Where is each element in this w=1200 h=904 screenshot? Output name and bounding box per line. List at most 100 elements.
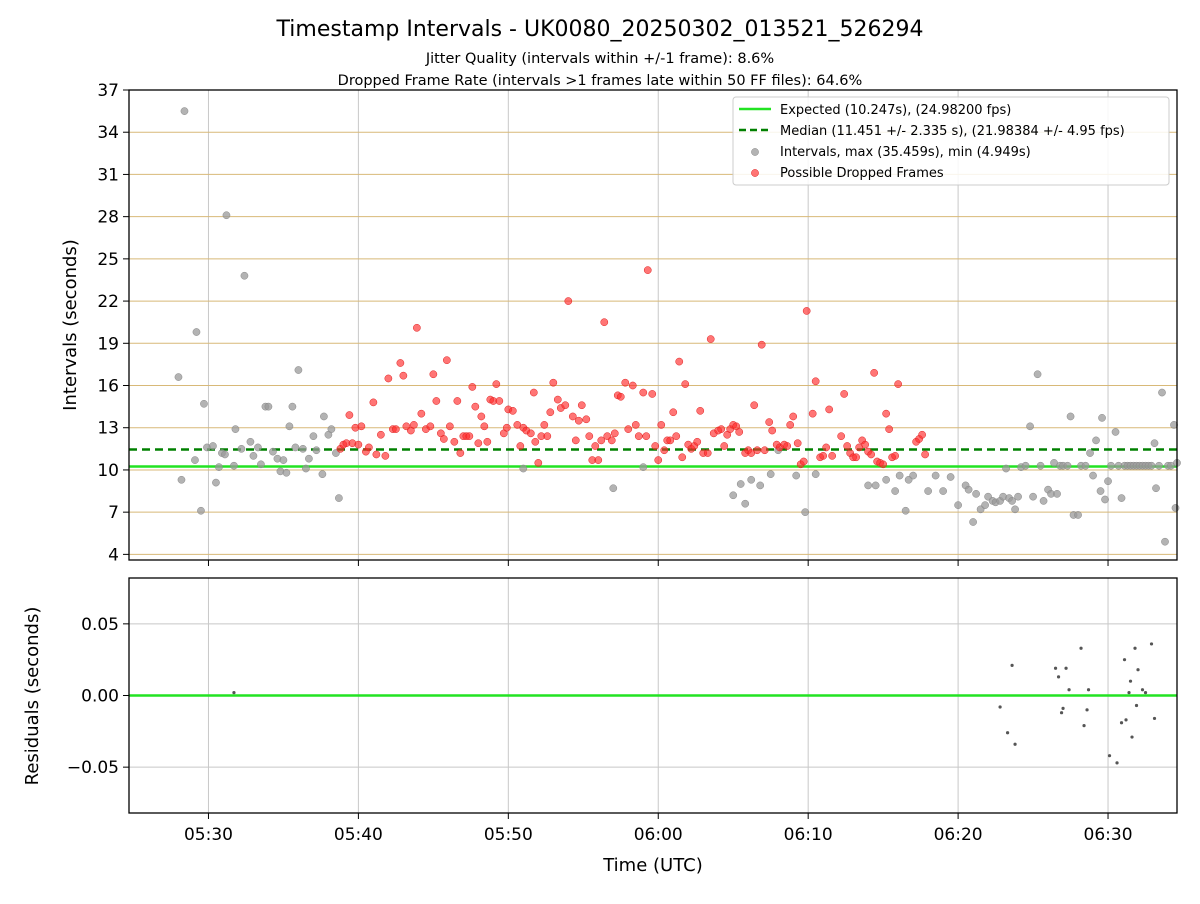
- dropped-frame-point-84: [616, 392, 625, 401]
- dropped-frame-point-61: [540, 421, 549, 429]
- dropped-frame-point-49: [502, 423, 511, 432]
- interval-point-65: [924, 487, 932, 495]
- dropped-frame-point-34: [456, 449, 465, 457]
- dropped-frame-point-96: [657, 421, 666, 429]
- dropped-frame-point-58: [531, 437, 540, 446]
- interval-point-73: [972, 490, 980, 498]
- dropped-frame-point-22: [413, 323, 421, 332]
- top-y-tick-label-4: 16: [97, 377, 119, 397]
- dropped-frame-point-142: [811, 377, 820, 386]
- interval-point-20: [254, 443, 262, 452]
- dropped-frame-point-111: [703, 449, 712, 457]
- interval-point-72: [969, 518, 977, 526]
- top-plot-frame: [128, 89, 1178, 561]
- dropped-frame-point-79: [600, 318, 609, 327]
- residual-point-10: [1067, 688, 1071, 692]
- legend-median-label: Median (11.451 +/- 2.335 s), (21.98384 +…: [780, 124, 1125, 139]
- interval-point-96: [1053, 490, 1061, 498]
- dropped-frame-point-102: [675, 357, 684, 366]
- dropped-frame-point-148: [837, 432, 846, 441]
- dropped-frame-point-59: [534, 459, 543, 467]
- interval-point-1: [177, 475, 186, 484]
- dropped-frame-point-42: [480, 422, 489, 431]
- dropped-frame-point-39: [471, 402, 480, 411]
- dropped-frame-point-67: [561, 401, 570, 410]
- dropped-frame-point-16: [392, 425, 400, 433]
- interval-point-106: [1089, 471, 1097, 480]
- x-axis-label: Time (UTC): [602, 855, 703, 876]
- interval-point-51: [756, 481, 765, 490]
- dropped-frame-point-136: [789, 412, 798, 421]
- interval-point-58: [871, 481, 880, 490]
- dropped-frame-point-76: [591, 442, 600, 450]
- interval-point-47: [729, 491, 738, 500]
- interval-point-48: [736, 480, 745, 488]
- dropped-frame-point-92: [643, 266, 652, 274]
- residual-point-29: [1152, 716, 1157, 721]
- interval-point-4: [192, 328, 201, 336]
- residual-point-1: [998, 705, 1002, 709]
- dropped-frame-point-87: [628, 381, 637, 390]
- interval-point-12: [221, 450, 229, 459]
- interval-point-37: [312, 446, 321, 455]
- dropped-frame-point-130: [768, 426, 777, 435]
- interval-point-6: [200, 399, 208, 408]
- dropped-frame-point-43: [483, 437, 492, 446]
- bottom-y-axis-label: Residuals (seconds): [22, 607, 43, 786]
- residual-point-25: [1136, 668, 1140, 672]
- legend: Expected (10.247s), (24.98200 fps) Media…: [732, 96, 1170, 186]
- interval-point-84: [1011, 505, 1019, 514]
- dropped-frame-point-12: [377, 430, 385, 439]
- interval-point-75: [981, 501, 989, 509]
- dropped-frame-point-46: [492, 380, 501, 388]
- dropped-frame-point-18: [399, 371, 408, 380]
- dropped-frame-point-23: [417, 409, 426, 418]
- interval-point-3: [191, 456, 199, 464]
- dropped-frame-point-127: [757, 340, 766, 349]
- interval-point-59: [882, 475, 890, 484]
- interval-point-49: [741, 499, 750, 508]
- dropped-frame-point-13: [381, 452, 390, 460]
- dropped-frame-point-81: [607, 436, 616, 445]
- dropped-frame-point-112: [706, 335, 715, 343]
- residual-point-5: [1053, 666, 1058, 670]
- legend-intervals-swatch: [751, 148, 759, 156]
- residual-point-17: [1119, 721, 1124, 725]
- interval-point-10: [215, 463, 223, 471]
- top-axis-ticks: 4 7 10 13 16 19 22 25 28 31 34 37: [97, 81, 1109, 566]
- top-y-tick-label-10: 34: [97, 123, 119, 143]
- bottom-y-tick-label-2: −0.05: [67, 758, 119, 778]
- interval-point-30: [288, 402, 297, 411]
- interval-point-129: [1158, 388, 1166, 397]
- interval-point-41: [327, 425, 336, 433]
- interval-point-35: [305, 454, 313, 463]
- interval-point-38: [318, 470, 327, 479]
- residual-point-13: [1085, 708, 1089, 712]
- dropped-frame-point-146: [825, 405, 834, 414]
- dropped-frame-point-93: [648, 390, 657, 398]
- dropped-frame-point-38: [468, 383, 477, 391]
- dropped-frame-point-53: [516, 442, 525, 450]
- interval-point-32: [294, 366, 303, 374]
- dropped-frame-point-9: [365, 443, 373, 452]
- dropped-frame-point-47: [495, 397, 504, 405]
- residual-point-15: [1107, 754, 1112, 758]
- top-y-tick-label-0: 4: [108, 545, 119, 565]
- dropped-frame-point-25: [426, 422, 435, 431]
- interval-point-17: [240, 271, 249, 280]
- dropped-frame-point-145: [822, 443, 831, 452]
- interval-point-57: [864, 481, 872, 490]
- x-tick-label-2: 05:50: [484, 825, 533, 845]
- dropped-frame-point-26: [429, 370, 438, 379]
- dropped-frame-point-6: [354, 440, 363, 449]
- interval-point-127: [1152, 484, 1160, 493]
- interval-point-39: [320, 412, 328, 421]
- dropped-frame-point-147: [828, 452, 837, 460]
- interval-point-56: [811, 470, 820, 479]
- top-y-tick-label-2: 10: [97, 461, 119, 481]
- legend-box: [732, 96, 1170, 186]
- residual-point-0: [232, 691, 236, 695]
- dropped-frame-point-91: [642, 432, 651, 441]
